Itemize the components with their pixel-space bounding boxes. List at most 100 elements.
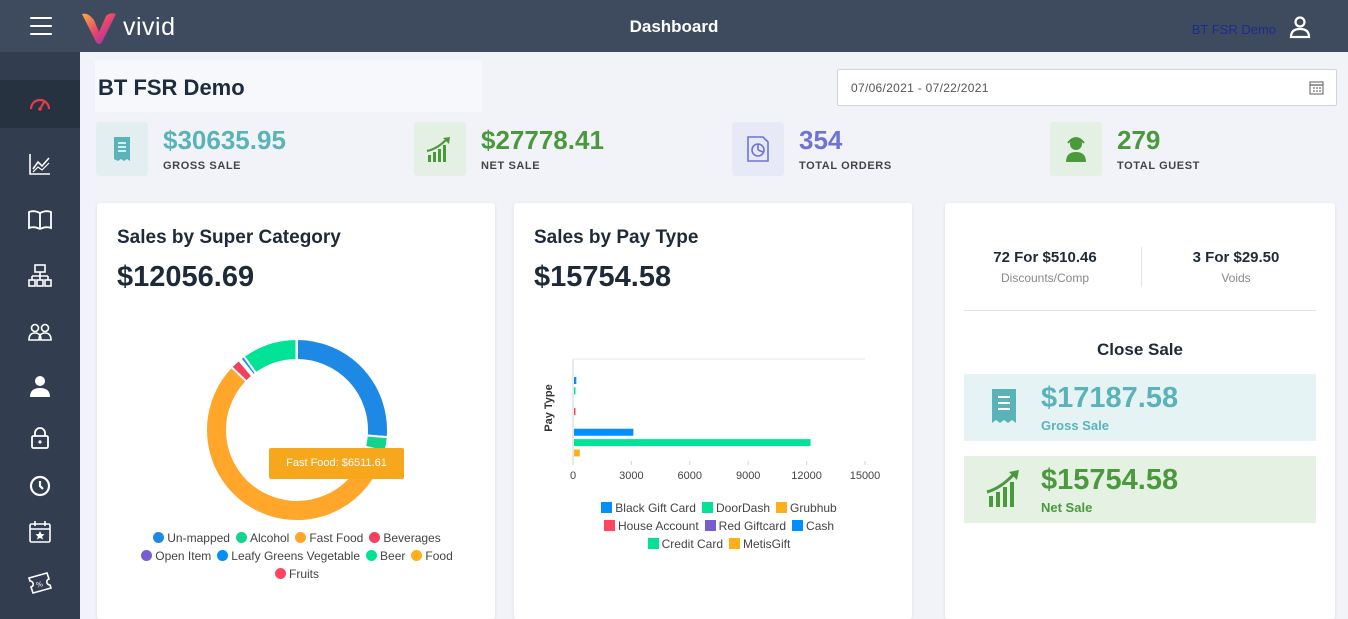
legend-label: Credit Card <box>661 537 723 551</box>
speedometer-icon <box>29 98 51 111</box>
legend-marker <box>729 538 740 549</box>
legend-marker <box>217 550 229 561</box>
close-net-value: $15754.58 <box>1041 464 1179 496</box>
pie-document-icon <box>747 136 769 162</box>
x-tick-label: 9000 <box>736 470 760 482</box>
donut-slice-beer[interactable] <box>242 337 298 375</box>
legend-item-open-item[interactable]: Open Item <box>141 547 211 565</box>
legend-marker <box>704 520 716 531</box>
kpi-icon-box <box>414 122 466 176</box>
legend-item-cash[interactable]: Cash <box>792 517 834 535</box>
legend-item-credit-card[interactable]: Credit Card <box>647 535 723 553</box>
kpi-icon-box <box>96 122 148 176</box>
pay-type-card: Sales by Pay Type $15754.58 <box>514 203 912 619</box>
top-bar: vivid Dashboard BT FSR Demo <box>0 0 1348 52</box>
bar-black-gift-card[interactable] <box>574 377 577 384</box>
sidebar-item-employees[interactable] <box>0 308 80 356</box>
growth-chart-icon <box>426 137 450 162</box>
user-name[interactable]: BT FSR Demo <box>1191 22 1276 37</box>
sidebar: % <box>0 52 80 619</box>
donut-slice-un-mapped[interactable] <box>296 337 389 439</box>
sidebar-item-menu[interactable] <box>0 196 80 244</box>
lock-icon <box>31 427 49 449</box>
legend-label: Beverages <box>383 531 441 545</box>
legend-item-red-giftcard[interactable]: Red Giftcard <box>704 517 787 535</box>
growth-chart-icon <box>986 470 1019 507</box>
sidebar-item-dashboard[interactable] <box>0 80 80 128</box>
bar-credit-card[interactable] <box>574 439 811 447</box>
app-name: vivid <box>123 12 176 41</box>
legend-item-grubhub[interactable]: Grubhub <box>776 499 837 517</box>
chart-tooltip: Fast Food: $6511.61 <box>269 448 404 479</box>
vivid-logo-icon <box>82 13 116 44</box>
app-logo[interactable]: vivid <box>80 10 176 44</box>
bar-metisgift[interactable] <box>574 449 580 457</box>
total-orders-label: TOTAL ORDERS <box>799 160 892 172</box>
receipt-icon <box>114 137 130 161</box>
sidebar-item-events[interactable] <box>0 508 80 556</box>
legend-item-beverages[interactable]: Beverages <box>369 529 441 547</box>
close-gross-label: Gross Sale <box>1041 418 1109 433</box>
x-tick-label: 3000 <box>619 470 643 482</box>
legend-label: Fruits <box>289 567 319 581</box>
legend-item-black-gift-card[interactable]: Black Gift Card <box>601 499 696 517</box>
super-category-amount: $12056.69 <box>117 261 255 293</box>
legend-marker <box>601 502 613 513</box>
calendar-star-icon <box>29 521 51 543</box>
close-sale-title: Close Sale <box>1097 340 1183 359</box>
date-range-value: 07/06/2021 - 07/22/2021 <box>851 81 989 95</box>
x-tick-label: 0 <box>570 470 576 482</box>
sidebar-item-reports[interactable] <box>0 140 80 188</box>
calendar-icon[interactable] <box>1309 80 1324 95</box>
sidebar-item-promotions[interactable]: % <box>0 558 80 606</box>
gross-sale-value: $30635.95 <box>163 125 286 155</box>
x-tick-label: 12000 <box>791 470 822 482</box>
legend-item-alcohol[interactable]: Alcohol <box>235 529 290 547</box>
x-tick-label: 15000 <box>850 470 881 482</box>
legend-label: House Account <box>617 519 699 533</box>
legend-label: Leafy Greens Vegetable <box>231 549 361 563</box>
legend-label: Black Gift Card <box>615 501 696 515</box>
super-category-donut-chart[interactable] <box>197 330 397 530</box>
total-orders-value: 354 <box>799 125 843 155</box>
legend-marker <box>235 532 247 543</box>
receipt-icon <box>992 389 1016 423</box>
bar-doordash[interactable] <box>574 387 576 395</box>
legend-item-doordash[interactable]: DoorDash <box>701 499 770 517</box>
legend-label: Grubhub <box>790 501 837 515</box>
close-sale-gross-box: $17187.58 Gross Sale <box>964 374 1316 441</box>
stat-divider <box>1141 247 1142 287</box>
legend-item-beer[interactable]: Beer <box>366 547 405 565</box>
donut-slice-fast-food[interactable] <box>205 365 387 522</box>
pay-type-legend: Black Gift Card DoorDash Grubhub House Acco… <box>574 499 864 553</box>
legend-item-metisgift[interactable]: MetisGift <box>729 535 790 553</box>
legend-item-leafy-greens-vegetable[interactable]: Leafy Greens Vegetable <box>217 547 360 565</box>
total-guest-label: TOTAL GUEST <box>1117 160 1200 172</box>
sidebar-item-profile[interactable] <box>0 362 80 410</box>
legend-label: Red Giftcard <box>718 519 787 533</box>
legend-item-un-mapped[interactable]: Un-mapped <box>153 529 230 547</box>
section-divider <box>964 310 1316 311</box>
menu-icon[interactable] <box>30 17 52 35</box>
sidebar-item-security[interactable] <box>0 414 80 462</box>
user-account-icon[interactable] <box>1288 15 1312 39</box>
legend-label: MetisGift <box>743 537 791 551</box>
legend-item-food[interactable]: Food <box>411 547 453 565</box>
bar-cash[interactable] <box>574 428 634 436</box>
ticket-percent-icon: % <box>27 572 53 594</box>
date-range-picker[interactable]: 07/06/2021 - 07/22/2021 <box>837 69 1337 106</box>
legend-item-house-account[interactable]: House Account <box>603 517 699 535</box>
sidebar-item-organization[interactable] <box>0 252 80 300</box>
pay-type-bar-chart[interactable]: 0 3000 6000 9000 12000 15000 Pay Type <box>530 345 900 495</box>
legend-label: Alcohol <box>249 531 290 545</box>
bar-house-account[interactable] <box>574 408 576 416</box>
pay-type-title: Sales by Pay Type <box>534 227 699 248</box>
clock-icon <box>29 475 51 497</box>
legend-item-fast-food[interactable]: Fast Food <box>295 529 363 547</box>
sidebar-item-history[interactable] <box>0 462 80 510</box>
discounts-value: 72 For $510.46 <box>993 249 1097 266</box>
legend-marker <box>603 520 615 531</box>
legend-marker <box>275 568 286 579</box>
donut-slice-fruits[interactable] <box>295 337 298 362</box>
legend-item-fruits[interactable]: Fruits <box>275 565 319 583</box>
